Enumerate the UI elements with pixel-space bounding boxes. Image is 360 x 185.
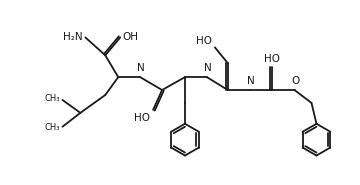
Text: N: N <box>137 63 145 73</box>
Text: O: O <box>292 76 300 86</box>
Text: N: N <box>204 63 212 73</box>
Text: N: N <box>247 76 255 86</box>
Text: HO: HO <box>134 113 150 123</box>
Text: CH₃: CH₃ <box>45 123 60 132</box>
Text: HO: HO <box>264 54 280 64</box>
Text: CH₃: CH₃ <box>45 95 60 103</box>
Text: HO: HO <box>196 36 212 46</box>
Text: H₂N: H₂N <box>63 32 82 42</box>
Text: OH: OH <box>122 32 138 42</box>
